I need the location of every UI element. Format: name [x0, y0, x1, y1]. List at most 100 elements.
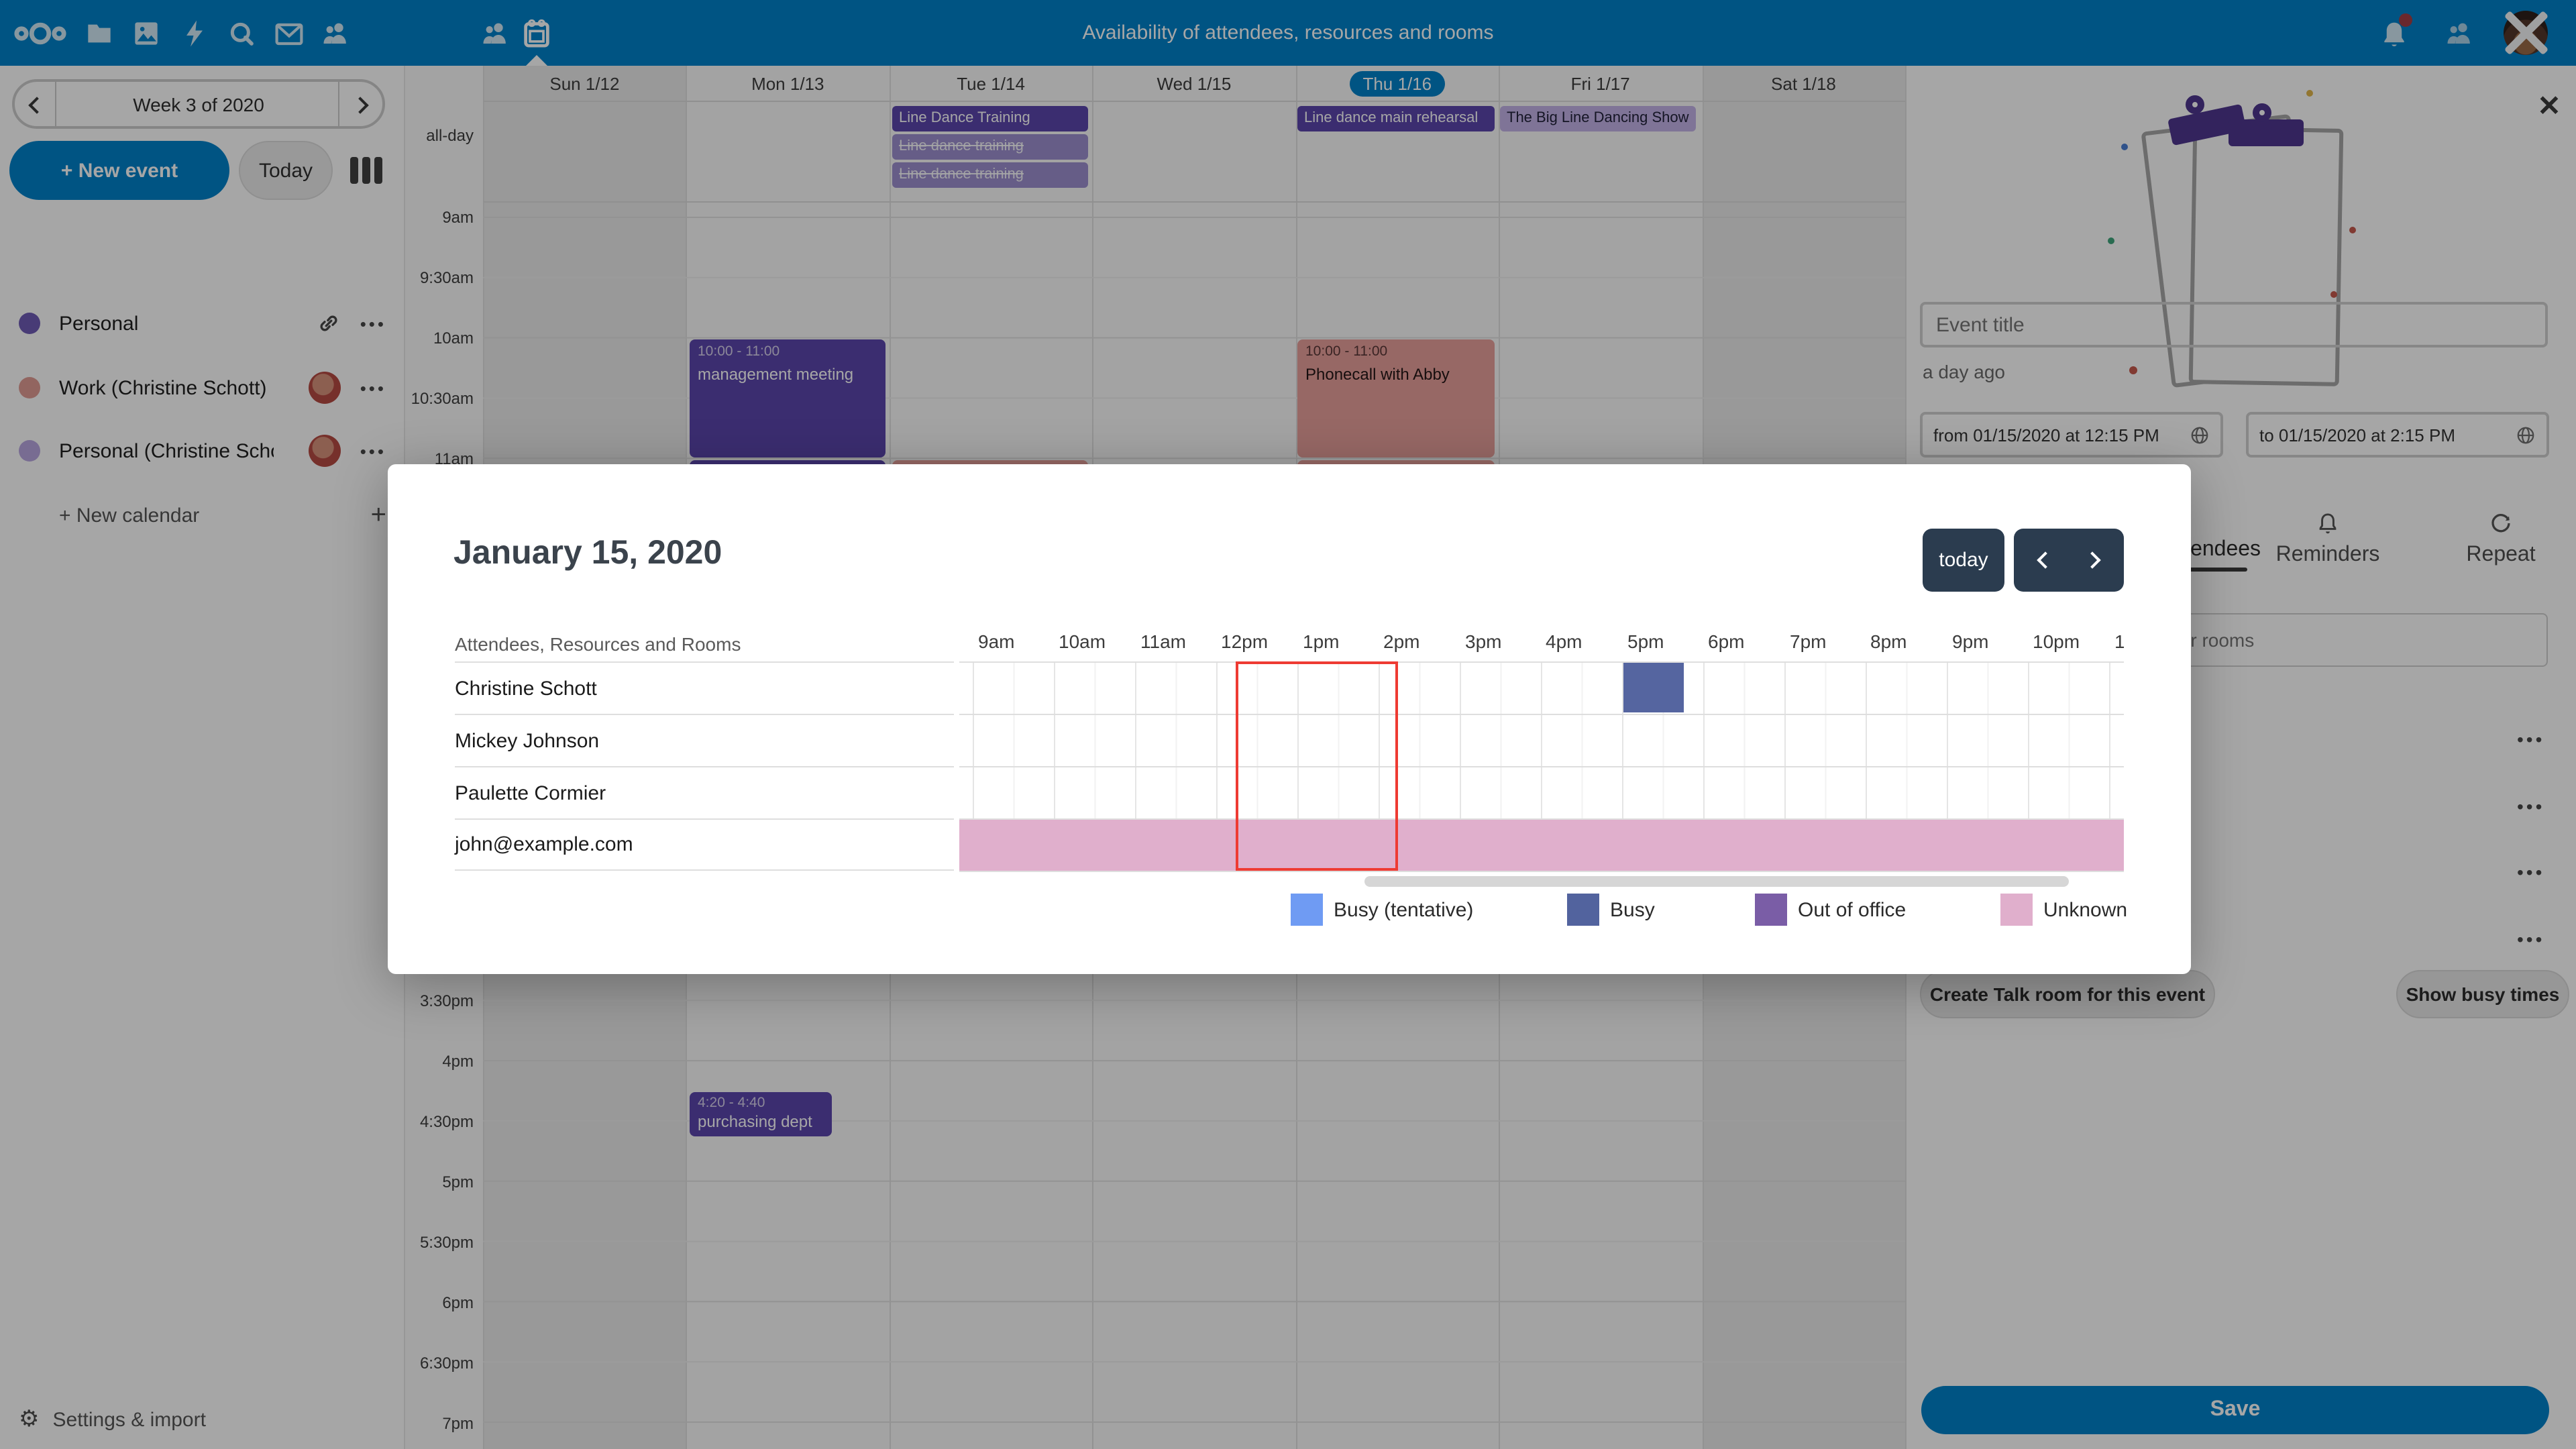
- previous-day-icon[interactable]: [2037, 551, 2054, 569]
- next-day-icon[interactable]: [2084, 551, 2101, 569]
- week-selector[interactable]: Week 3 of 2020: [12, 79, 385, 129]
- new-calendar-button[interactable]: + New calendar +: [0, 488, 405, 542]
- contacts-menu-icon[interactable]: [2443, 17, 2475, 50]
- day-label: Sun 1/12: [549, 73, 620, 93]
- mail-icon[interactable]: [272, 17, 305, 50]
- modal-nav-buttons[interactable]: [2014, 529, 2124, 592]
- attendee-menu-icon[interactable]: •••: [2517, 861, 2545, 883]
- divider: [483, 101, 1905, 102]
- allday-event-declined[interactable]: Line dance training: [892, 134, 1088, 160]
- time-label: 4pm: [442, 1052, 474, 1071]
- day-label: Wed 1/15: [1157, 73, 1232, 93]
- modal-today-button[interactable]: today: [1923, 529, 2004, 592]
- allday-event[interactable]: The Big Line Dancing Show: [1500, 106, 1696, 131]
- time-ago-label: a day ago: [1923, 361, 2005, 382]
- hour-label: 6pm: [1708, 631, 1745, 652]
- start-date-value: from 01/15/2020 at 12:15 PM: [1933, 425, 2159, 445]
- availability-modal: January 15, 2020 today Attendees, Resour…: [388, 464, 2191, 974]
- day-header: Wed 1/15: [1093, 66, 1296, 101]
- contacts-icon[interactable]: [319, 17, 352, 50]
- tab-repeat[interactable]: Repeat: [2427, 511, 2575, 568]
- divider: [483, 201, 1905, 203]
- allday-event[interactable]: Line Dance Training: [892, 106, 1088, 131]
- time-label: 7pm: [442, 1414, 474, 1433]
- timezone-globe-icon[interactable]: [2190, 425, 2210, 445]
- time-label: 10:30am: [411, 389, 474, 408]
- calendar-menu-icon[interactable]: •••: [360, 378, 386, 398]
- timezone-globe-icon[interactable]: [2516, 425, 2536, 445]
- share-link-icon[interactable]: [317, 311, 341, 335]
- start-date-field[interactable]: from 01/15/2020 at 12:15 PM: [1920, 412, 2223, 458]
- calendar-menu-icon[interactable]: •••: [360, 313, 386, 333]
- page-title: Availability of attendees, resources and…: [1082, 21, 1494, 44]
- column-header: Attendees, Resources and Rooms: [455, 633, 741, 654]
- divider: [55, 82, 56, 126]
- event-phonecall-abby[interactable]: 10:00 - 11:00 Phonecall with Abby: [1297, 339, 1495, 458]
- contacts-icon-2[interactable]: [479, 17, 511, 50]
- event-purchasing-dept[interactable]: 4:20 - 4:40 purchasing dept: [690, 1092, 832, 1136]
- time-label: 5pm: [442, 1173, 474, 1191]
- availability-timeline[interactable]: 9am 10am 11am 12pm 1pm 2pm 3pm 4pm 5pm 6…: [959, 625, 2124, 894]
- timeline-scrollbar[interactable]: [959, 876, 2121, 887]
- calendar-icon[interactable]: [521, 17, 553, 50]
- repeat-icon: [2427, 511, 2575, 538]
- calendar-list-item[interactable]: Personal •••: [0, 297, 405, 350]
- files-icon[interactable]: [83, 17, 115, 50]
- talk-icon[interactable]: [225, 17, 258, 50]
- day-header: Sun 1/12: [483, 66, 686, 101]
- show-busy-times-button[interactable]: Show busy times: [2396, 970, 2569, 1018]
- allday-label: all-day: [426, 126, 474, 145]
- notifications-bell-icon[interactable]: [2377, 13, 2412, 50]
- new-event-button[interactable]: + New event: [9, 141, 229, 200]
- view-switcher[interactable]: [350, 157, 382, 184]
- nextcloud-logo[interactable]: [11, 17, 70, 50]
- calendar-color-dot: [19, 313, 40, 334]
- attendee-menu-icon[interactable]: •••: [2517, 928, 2545, 950]
- active-app-indicator: [526, 55, 547, 66]
- today-button[interactable]: Today: [239, 141, 333, 200]
- photos-icon[interactable]: [130, 17, 162, 50]
- plus-icon[interactable]: +: [370, 500, 386, 529]
- tab-label: Repeat: [2466, 543, 2536, 566]
- divider: [959, 661, 2124, 663]
- attendee-menu-icon[interactable]: •••: [2517, 796, 2545, 817]
- avatar[interactable]: [2504, 10, 2549, 56]
- hour-label: 11pm: [2114, 631, 2124, 652]
- settings-import[interactable]: ⚙ Settings & import: [19, 1406, 206, 1433]
- legend-swatch: [1291, 894, 1323, 926]
- event-time: 10:00 - 11:00: [698, 343, 780, 360]
- day-header: Mon 1/13: [686, 66, 890, 101]
- calendar-list-item[interactable]: Work (Christine Schott) •••: [0, 361, 405, 415]
- create-talk-room-button[interactable]: Create Talk room for this event: [1920, 970, 2215, 1018]
- end-date-field[interactable]: to 01/15/2020 at 2:15 PM: [2246, 412, 2549, 458]
- end-date-value: to 01/15/2020 at 2:15 PM: [2259, 425, 2455, 445]
- activity-icon[interactable]: [178, 17, 211, 50]
- hour-label: 10am: [1059, 631, 1106, 652]
- calendar-name: Work (Christine Schott): [59, 376, 267, 399]
- legend-unknown: Unknown: [2000, 894, 2127, 926]
- legend-label: Busy (tentative): [1334, 898, 1474, 921]
- time-label: 9am: [442, 208, 474, 227]
- tab-reminders[interactable]: Reminders: [2254, 511, 2402, 568]
- hour-label: 4pm: [1546, 631, 1582, 652]
- hour-label: 5pm: [1627, 631, 1664, 652]
- calendar-menu-icon[interactable]: •••: [360, 441, 386, 461]
- scrollbar-thumb[interactable]: [1364, 876, 2069, 887]
- attendee-row-name: Christine Schott: [455, 661, 954, 714]
- event-title-input[interactable]: [1920, 302, 2548, 347]
- time-label: 5:30pm: [419, 1233, 474, 1252]
- week-label: Week 3 of 2020: [133, 93, 264, 115]
- close-icon[interactable]: ✕: [2537, 91, 2561, 122]
- day-label: Fri 1/17: [1570, 73, 1630, 93]
- event-management-meeting[interactable]: 10:00 - 11:00 management meeting: [690, 339, 885, 458]
- calendar-list-item[interactable]: Personal (Christine Scho… •••: [0, 424, 405, 478]
- attendee-menu-icon[interactable]: •••: [2517, 729, 2545, 750]
- timeline-hours: 9am 10am 11am 12pm 1pm 2pm 3pm 4pm 5pm 6…: [959, 625, 2124, 661]
- selected-time-range[interactable]: [1236, 661, 1398, 871]
- save-button[interactable]: Save: [1921, 1386, 2549, 1434]
- allday-event-declined[interactable]: Line dance training: [892, 162, 1088, 188]
- divider: [338, 82, 339, 126]
- legend-swatch: [1755, 894, 1787, 926]
- allday-event[interactable]: Line dance main rehearsal: [1297, 106, 1495, 131]
- calendar-week-view: Sun 1/12 Mon 1/13 Tue 1/14 Wed 1/15 Thu …: [405, 66, 1905, 1449]
